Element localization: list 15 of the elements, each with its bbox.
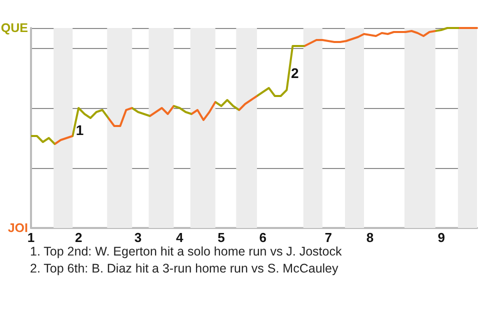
x-tick-label: 3	[134, 230, 142, 245]
text: 1. Top 2nd: W. Egerton hit a solo home run vs J. Jostock	[30, 244, 342, 258]
text: QUE	[0, 21, 28, 35]
text: 2. Top 6th: B. Diaz hit a 3-run home run vs S. McCauley	[30, 262, 339, 276]
x-tick-label: 1	[27, 230, 35, 245]
x-tick-label: 4	[176, 230, 184, 245]
text: JOI	[8, 221, 28, 235]
x-tick-label: 2	[74, 230, 82, 245]
annotation: 1	[76, 122, 84, 138]
x-tick-label: 5	[218, 230, 225, 245]
x-tick-label: 7	[324, 230, 332, 245]
x-tick-label: 9	[438, 230, 445, 245]
x-tick-label: 8	[366, 230, 374, 245]
annotation: 2	[291, 65, 300, 81]
x-tick-label: 6	[259, 230, 267, 245]
